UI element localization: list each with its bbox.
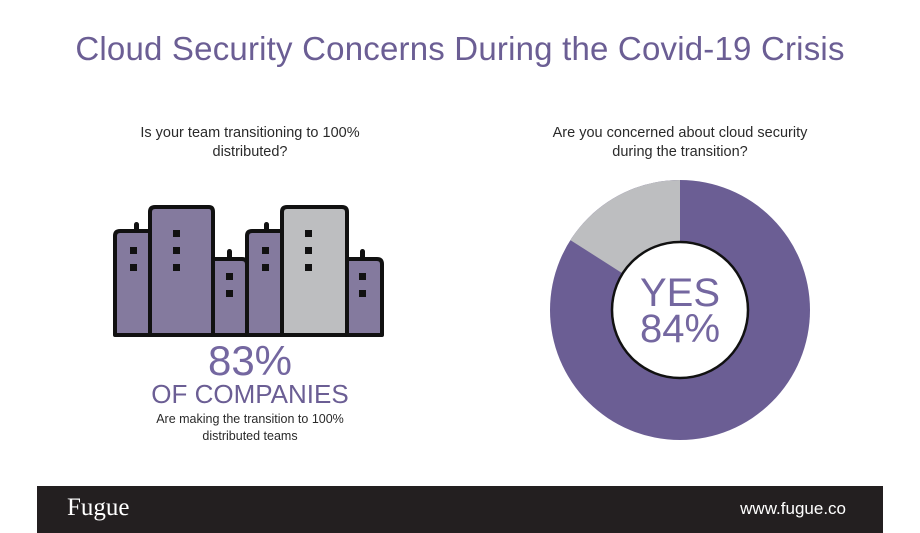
stat-label: OF COMPANIES <box>151 379 349 409</box>
brand-logo: Fugue <box>67 494 130 521</box>
buildings-icon <box>113 205 384 337</box>
center-label: YES <box>639 271 721 315</box>
right-question: Are you concerned about cloud security d… <box>552 125 808 160</box>
donut-chart <box>550 180 810 440</box>
footer-bar: Fugue www.fugue.co <box>37 486 883 533</box>
website-url: www.fugue.co <box>740 499 846 518</box>
donut-center-label: YES 84% <box>600 271 760 351</box>
stat-value: 83% <box>207 337 293 384</box>
stat-description: Are making the transition to 100% distri… <box>156 412 344 443</box>
page-title: Cloud Security Concerns During the Covid… <box>75 30 845 67</box>
center-value: 84% <box>639 307 721 351</box>
left-question: Is your team transitioning to 100% distr… <box>140 125 360 160</box>
